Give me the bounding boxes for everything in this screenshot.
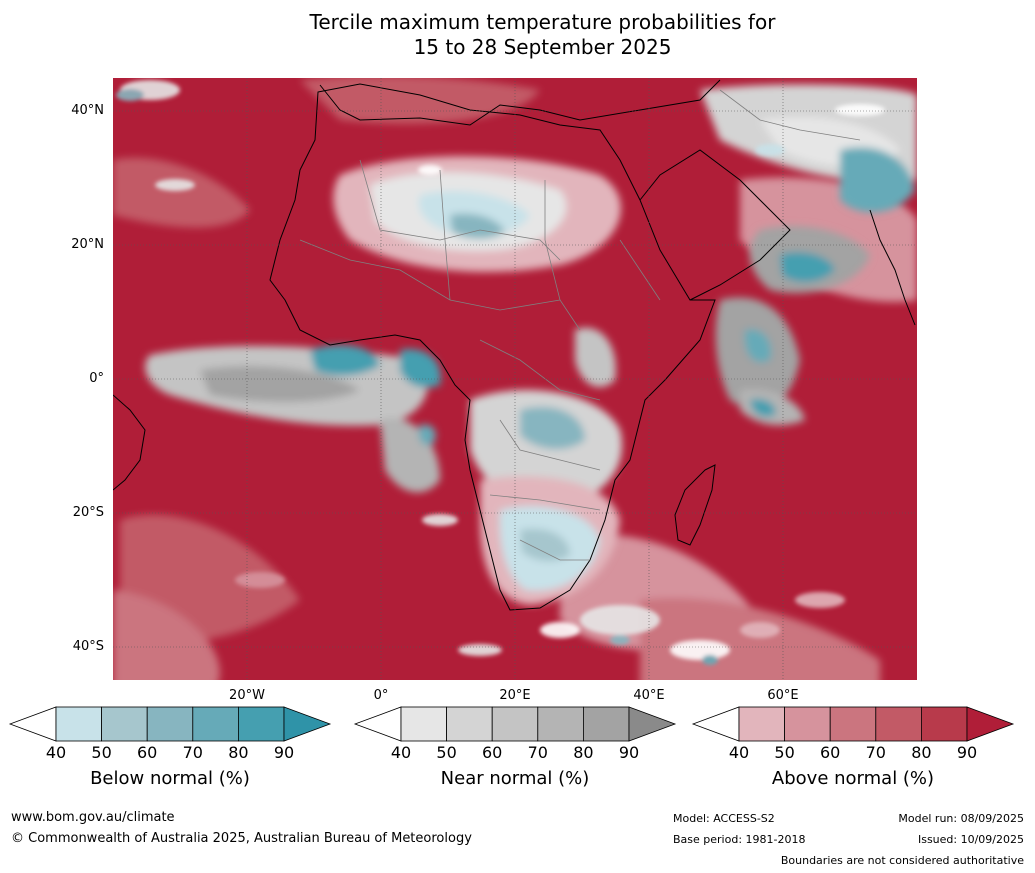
below-tick-label: 90 [273,743,295,762]
footer-copyright: © Commonwealth of Australia 2025, Austra… [11,831,472,846]
lon-label-60e: 60°E [767,688,799,703]
india-coastline [869,209,916,326]
lon-label-20w: 20°W [229,688,265,703]
near-tick-label: 80 [573,743,594,762]
country-borders [299,89,861,561]
colorbar-title-below: Below normal (%) [90,768,250,789]
arabia-coastline [639,149,791,301]
below-tick-label: 50 [91,743,112,762]
above-tick-label: 70 [865,743,886,762]
above-tick-label: 90 [956,743,978,762]
south-america-coastline [113,394,146,491]
colorbar-title-above: Above normal (%) [771,768,935,789]
footer-url: www.bom.gov.au/climate [11,810,175,825]
lat-label-40n: 40°N [71,103,104,118]
africa-coastline [269,83,716,611]
footer-disclaimer: Boundaries are not considered authoritat… [780,854,1024,867]
near-tick-label: 90 [618,743,640,762]
below-tick-label: 80 [228,743,249,762]
lon-label-0: 0° [373,688,389,703]
map-gridlines [113,78,917,680]
below-tick-label: 40 [45,743,67,762]
colorbar-title-near: Near normal (%) [440,768,590,789]
above-tick-label: 40 [728,743,750,762]
footer-base-period: Base period: 1981-2018 [673,833,806,846]
footer-model: Model: ACCESS-S2 [673,812,775,825]
madagascar-coastline [674,464,716,546]
lat-label-20s: 20°S [72,505,104,520]
below-tick-label: 60 [137,743,158,762]
title-line-2: 15 to 28 September 2025 [413,35,672,59]
lat-label-20n: 20°N [71,237,104,252]
near-tick-label: 70 [527,743,548,762]
near-tick-label: 60 [482,743,503,762]
below-tick-label: 70 [182,743,203,762]
chart-title: Tercile maximum temperature probabilitie… [0,10,1035,60]
near-tick-label: 40 [390,743,412,762]
above-tick-label: 50 [774,743,795,762]
lat-label-40s: 40°S [72,639,104,654]
lon-label-20e: 20°E [499,688,531,703]
above-tick-label: 80 [911,743,932,762]
lon-label-40e: 40°E [633,688,665,703]
europe-coastline [319,79,721,126]
lat-label-0: 0° [89,371,104,386]
footer-model-run: Model run: 08/09/2025 [898,812,1024,825]
title-line-1: Tercile maximum temperature probabilitie… [309,10,776,34]
above-tick-label: 60 [820,743,841,762]
footer-issued: Issued: 10/09/2025 [917,833,1024,846]
near-tick-label: 50 [436,743,457,762]
